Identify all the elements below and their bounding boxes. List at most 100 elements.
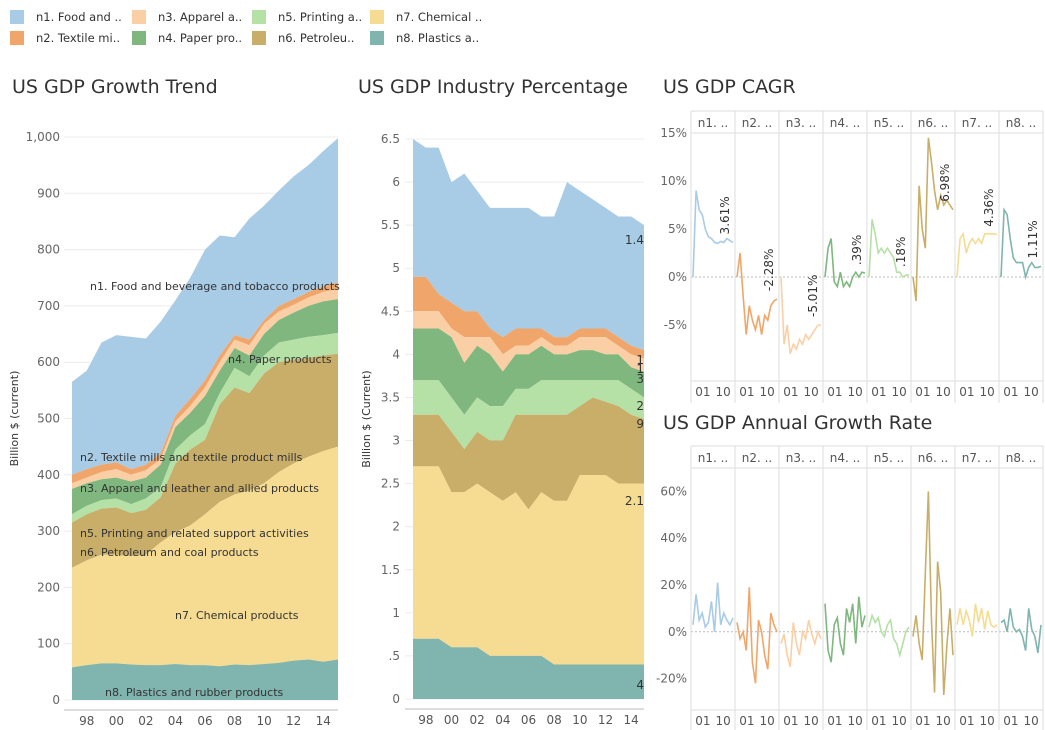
x-tick-label: 10	[572, 713, 587, 727]
x-tick-label: 98	[79, 714, 94, 728]
legend-label: n5. Printing a..	[278, 10, 363, 24]
x-tick-label: 01	[739, 385, 754, 399]
end-label: 9	[636, 417, 644, 431]
legend-item-n7[interactable]: n7. Chemical ..	[370, 10, 482, 24]
area-series-6	[72, 353, 338, 568]
end-label: .18%	[894, 237, 908, 268]
x-tick-label: 00	[444, 713, 459, 727]
x-tick-label: 01	[871, 385, 886, 399]
legend-item-n2[interactable]: n2. Textile mi..	[10, 31, 120, 45]
area-series-7	[413, 466, 644, 665]
x-tick-label: 00	[109, 714, 124, 728]
x-tick-label: 01	[783, 714, 798, 728]
y-tick-label: 2.5	[381, 477, 400, 491]
legend-label: n8. Plastics a..	[396, 31, 480, 45]
y-tick-label: 60%	[660, 484, 687, 498]
end-label: 6.98%	[938, 164, 952, 202]
y-tick-label: 0	[52, 693, 60, 707]
line-series-6	[912, 137, 954, 302]
y-tick-label: 1	[392, 606, 400, 620]
y-tick-label: 5%	[668, 222, 687, 236]
legend-item-n4[interactable]: n4. Paper pro..	[132, 31, 242, 45]
legend-label: n2. Textile mi..	[36, 31, 121, 45]
y-tick-label: 4	[392, 347, 400, 361]
legend-item-n8[interactable]: n8. Plastics a..	[370, 31, 479, 45]
y-tick-label: 1,000	[26, 130, 60, 144]
area-series-1	[413, 139, 644, 351]
line-series-3	[780, 619, 822, 668]
x-tick-label: 10	[979, 385, 994, 399]
panel-header: n1. ..	[698, 116, 729, 130]
panel-header: n6. ..	[918, 451, 949, 465]
legend-item-n1[interactable]: n1. Food and ..	[10, 10, 122, 24]
y-tick-label: 300	[37, 524, 60, 538]
end-label: 1	[636, 353, 644, 367]
y-tick-label: 4.5	[381, 304, 400, 318]
x-tick-label: 02	[138, 714, 153, 728]
y-tick-label: 500	[37, 412, 60, 426]
end-label: 3	[636, 372, 644, 386]
area-series-1	[72, 138, 338, 475]
x-tick-label: 01	[783, 385, 798, 399]
end-label: 1	[636, 362, 644, 376]
x-tick-label: 10	[1023, 385, 1038, 399]
line-series-4	[824, 596, 866, 663]
end-label: 1.11%	[1026, 220, 1040, 258]
x-tick-label: 08	[227, 714, 242, 728]
y-tick-label: 40%	[660, 531, 687, 545]
legend-item-n3[interactable]: n3. Apparel a..	[132, 10, 242, 24]
line-series-7	[956, 603, 998, 637]
end-label: -2.28%	[762, 249, 776, 291]
x-tick-label: 14	[316, 714, 331, 728]
x-tick-label: 01	[1003, 385, 1018, 399]
x-tick-label: 01	[959, 385, 974, 399]
y-tick-label: 15%	[660, 126, 687, 140]
y-tick-label: 20%	[660, 578, 687, 592]
area-series-2	[72, 282, 338, 484]
legend-item-n5[interactable]: n5. Printing a..	[252, 10, 362, 24]
area-series-3	[413, 311, 644, 372]
end-label: .39%	[850, 235, 864, 266]
x-tick-label: 10	[1023, 714, 1038, 728]
x-tick-label: 98	[418, 713, 433, 727]
series-annotation: n3. Apparel and leather and allied produ…	[80, 482, 319, 495]
x-tick-label: 10	[715, 714, 730, 728]
end-label: 4.36%	[982, 189, 996, 227]
panel-header: n4. ..	[830, 116, 861, 130]
panel-header: n3. ..	[786, 451, 817, 465]
legend-item-n6[interactable]: n6. Petroleu..	[252, 31, 354, 45]
panel-header: n1. ..	[698, 451, 729, 465]
y-axis-label: Billion $ (Current)	[360, 370, 373, 467]
legend-label: n3. Apparel a..	[158, 10, 243, 24]
y-tick-label: 2	[392, 520, 400, 534]
x-tick-label: 10	[759, 714, 774, 728]
y-tick-label: 600	[37, 355, 60, 369]
annual-growth-chart: -20% 0% 20% 40% 60% n1. .. 01 10 n2. .. 01 10 n3. .…	[656, 445, 1044, 730]
panel-header: n7. ..	[962, 451, 993, 465]
panel-header: n3. ..	[786, 116, 817, 130]
y-tick-label: 0%	[668, 270, 687, 284]
x-tick-label: 12	[286, 714, 301, 728]
y-tick-label: 100	[37, 637, 60, 651]
x-tick-label: 04	[495, 713, 510, 727]
legend-swatch	[370, 31, 384, 45]
panel-header: n5. ..	[874, 451, 905, 465]
line-series-5	[868, 612, 910, 659]
line-series-8	[1000, 207, 1042, 281]
panel-header: n8. ..	[1006, 451, 1037, 465]
legend-swatch	[132, 31, 146, 45]
y-tick-label: 6.5	[381, 132, 400, 146]
x-tick-label: 10	[256, 714, 271, 728]
cagr-title: US GDP CAGR	[663, 76, 796, 98]
series-annotation: n5. Printing and related support activit…	[80, 527, 309, 540]
legend-label: n6. Petroleu..	[278, 31, 355, 45]
series-annotation: n8. Plastics and rubber products	[105, 686, 284, 699]
area-series-8	[413, 638, 644, 699]
x-tick-label: 01	[915, 385, 930, 399]
x-tick-label: 01	[915, 714, 930, 728]
end-label: 2	[636, 399, 644, 413]
y-tick-label: 0%	[668, 625, 687, 639]
y-tick-label: -20%	[656, 672, 687, 686]
x-tick-label: 14	[624, 713, 639, 727]
series-annotation: n6. Petroleum and coal products	[80, 546, 259, 559]
